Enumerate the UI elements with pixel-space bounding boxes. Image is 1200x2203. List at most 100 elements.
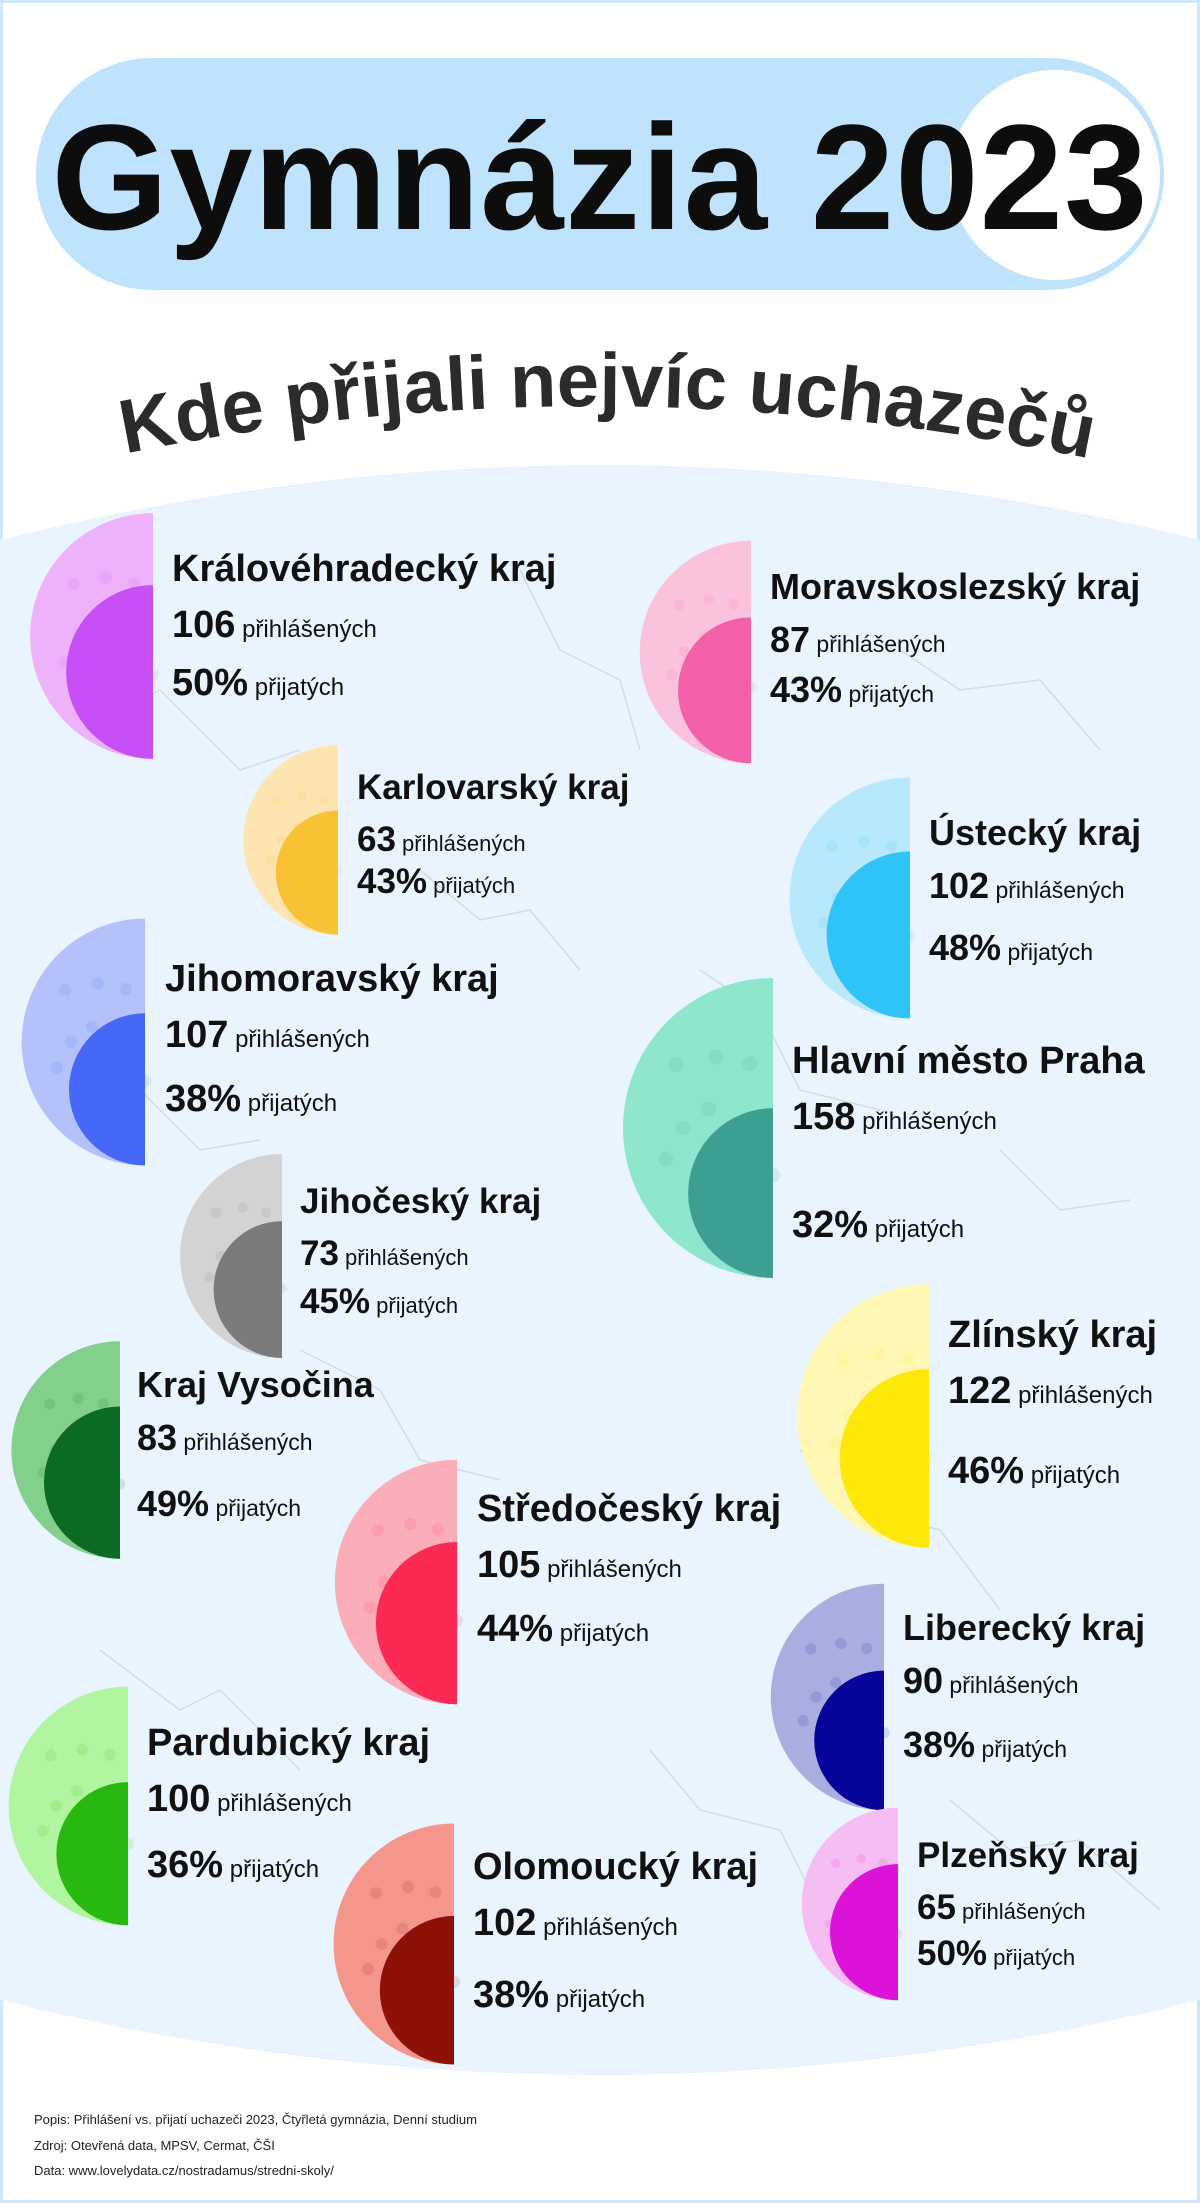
accepted-unit: přijatých bbox=[842, 681, 935, 708]
texture-speck bbox=[666, 669, 678, 681]
accepted-pct-plzensky-kraj: 50% přijatých bbox=[917, 1934, 1075, 1974]
texture-speck bbox=[127, 577, 141, 590]
accepted-value: 32% bbox=[792, 1204, 869, 1246]
accepted-unit: přijatých bbox=[1024, 1462, 1121, 1489]
page-title: Gymnázia 2023 bbox=[51, 93, 1149, 261]
accepted-value: 43% bbox=[770, 669, 843, 711]
accepted-value: 50% bbox=[172, 662, 249, 704]
applied-value: 102 bbox=[473, 1902, 537, 1944]
texture-speck bbox=[44, 1749, 57, 1762]
texture-speck bbox=[119, 982, 133, 996]
applied-unit: přihlášených bbox=[1011, 1382, 1153, 1409]
texture-speck bbox=[97, 1398, 109, 1409]
texture-speck bbox=[658, 1151, 674, 1167]
accepted-value: 38% bbox=[903, 1724, 976, 1766]
region-name-stredocesky-kraj: Středočeský kraj bbox=[477, 1488, 782, 1530]
footer-source: Zdroj: Otevřená data, MPSV, Cermat, ČŠI bbox=[34, 2138, 275, 2153]
accepted-unit: přijatých bbox=[370, 1293, 459, 1319]
title-banner-circle bbox=[950, 70, 1160, 280]
region-name-plzensky-kraj: Plzeňský kraj bbox=[917, 1836, 1139, 1875]
applied-unit: přihlášených bbox=[989, 877, 1125, 904]
accepted-value: 46% bbox=[948, 1450, 1025, 1492]
applied-count-ustecky-kraj: 102 přihlášených bbox=[929, 865, 1125, 907]
texture-speck bbox=[429, 1886, 442, 1899]
applied-value: 83 bbox=[137, 1417, 178, 1459]
accepted-pct-moravskoslezsky-kraj: 43% přijatých bbox=[770, 669, 934, 711]
region-name-moravskoslezsky-kraj: Moravskoslezský kraj bbox=[770, 566, 1141, 607]
texture-speck bbox=[678, 646, 690, 658]
texture-speck bbox=[297, 790, 307, 800]
accepted-unit: přijatých bbox=[427, 872, 516, 898]
applied-value: 106 bbox=[172, 604, 236, 646]
texture-speck bbox=[318, 794, 329, 805]
region-name-jihocesky-kraj: Jihočeský kraj bbox=[300, 1182, 542, 1221]
accepted-value: 38% bbox=[165, 1078, 242, 1120]
accepted-unit: přijatých bbox=[553, 1620, 650, 1647]
accepted-unit: přijatých bbox=[987, 1944, 1076, 1970]
texture-speck bbox=[797, 1714, 809, 1727]
applied-unit: přihlášených bbox=[855, 1108, 997, 1135]
accepted-pct-kraj-vysocina: 49% přijatých bbox=[137, 1483, 301, 1525]
texture-speck bbox=[825, 840, 839, 854]
accepted-value: 44% bbox=[477, 1608, 554, 1650]
texture-speck bbox=[708, 1049, 724, 1065]
region-name-jihomoravsky-kraj: Jihomoravský kraj bbox=[165, 958, 499, 1000]
applied-unit: přihlášených bbox=[228, 1026, 370, 1053]
texture-speck bbox=[375, 1937, 388, 1951]
accepted-unit: přijatých bbox=[549, 1986, 646, 2013]
applied-unit: přihlášených bbox=[955, 1898, 1086, 1924]
texture-speck bbox=[58, 983, 72, 996]
accepted-pct-jihocesky-kraj: 45% přijatých bbox=[300, 1282, 458, 1322]
texture-speck bbox=[668, 1057, 684, 1073]
texture-speck bbox=[371, 1524, 384, 1537]
footer-description: Popis: Přihlášení vs. přijatí uchazeči 2… bbox=[34, 2112, 477, 2127]
applied-count-jihocesky-kraj: 73 přihlášených bbox=[300, 1234, 469, 1274]
accepted-half-disc-hlavni-mesto-praha bbox=[688, 1108, 773, 1278]
applied-count-zlinsky-kraj: 122 přihlášených bbox=[948, 1370, 1153, 1413]
applied-count-olomoucky-kraj: 102 přihlášených bbox=[473, 1902, 678, 1945]
accepted-value: 38% bbox=[473, 1974, 550, 2016]
texture-speck bbox=[702, 593, 715, 605]
accepted-unit: přijatých bbox=[248, 674, 345, 701]
accepted-value: 49% bbox=[137, 1483, 210, 1525]
applied-count-liberecky-kraj: 90 přihlášených bbox=[903, 1660, 1079, 1702]
texture-speck bbox=[237, 1202, 249, 1213]
texture-speck bbox=[261, 1207, 272, 1218]
texture-speck bbox=[276, 835, 286, 845]
footer-data-link[interactable]: Data: www.lovelydata.cz/nostradamus/stre… bbox=[34, 2163, 334, 2178]
texture-speck bbox=[64, 1035, 78, 1049]
texture-speck bbox=[872, 1347, 886, 1361]
texture-speck bbox=[828, 1436, 842, 1451]
accepted-unit: přijatých bbox=[975, 1736, 1068, 1763]
applied-unit: přihlášených bbox=[235, 616, 377, 643]
applied-unit: přihlášených bbox=[943, 1672, 1079, 1699]
texture-speck bbox=[857, 834, 870, 847]
texture-speck bbox=[36, 1824, 49, 1837]
texture-speck bbox=[818, 917, 831, 930]
accepted-half-disc-liberecky-kraj bbox=[814, 1670, 884, 1811]
texture-speck bbox=[271, 795, 282, 805]
accepted-value: 45% bbox=[300, 1282, 371, 1322]
accepted-half-disc-jihomoravsky-kraj bbox=[68, 1013, 145, 1166]
texture-speck bbox=[396, 1922, 409, 1935]
texture-speck bbox=[673, 599, 685, 611]
texture-speck bbox=[835, 1637, 847, 1650]
applied-unit: přihlášených bbox=[210, 1790, 352, 1817]
accepted-value: 50% bbox=[917, 1933, 988, 1973]
region-name-zlinsky-kraj: Zlínský kraj bbox=[948, 1314, 1158, 1356]
texture-speck bbox=[103, 1748, 116, 1761]
applied-value: 107 bbox=[165, 1014, 229, 1056]
applied-value: 63 bbox=[357, 819, 396, 859]
texture-speck bbox=[210, 1207, 222, 1218]
applied-count-stredocesky-kraj: 105 přihlášených bbox=[477, 1544, 682, 1587]
region-name-karlovarsky-kraj: Karlovarský kraj bbox=[357, 768, 630, 807]
applied-value: 65 bbox=[917, 1887, 956, 1927]
texture-speck bbox=[431, 1523, 445, 1536]
region-name-pardubicky-kraj: Pardubický kraj bbox=[147, 1722, 431, 1764]
texture-speck bbox=[76, 1743, 89, 1756]
texture-speck bbox=[829, 1677, 842, 1689]
subtitle-arc: Kde přijali nejvíc uchazečů bbox=[112, 338, 1103, 475]
region-name-olomoucky-kraj: Olomoucký kraj bbox=[473, 1846, 759, 1888]
applied-count-plzensky-kraj: 65 přihlášených bbox=[917, 1888, 1086, 1928]
